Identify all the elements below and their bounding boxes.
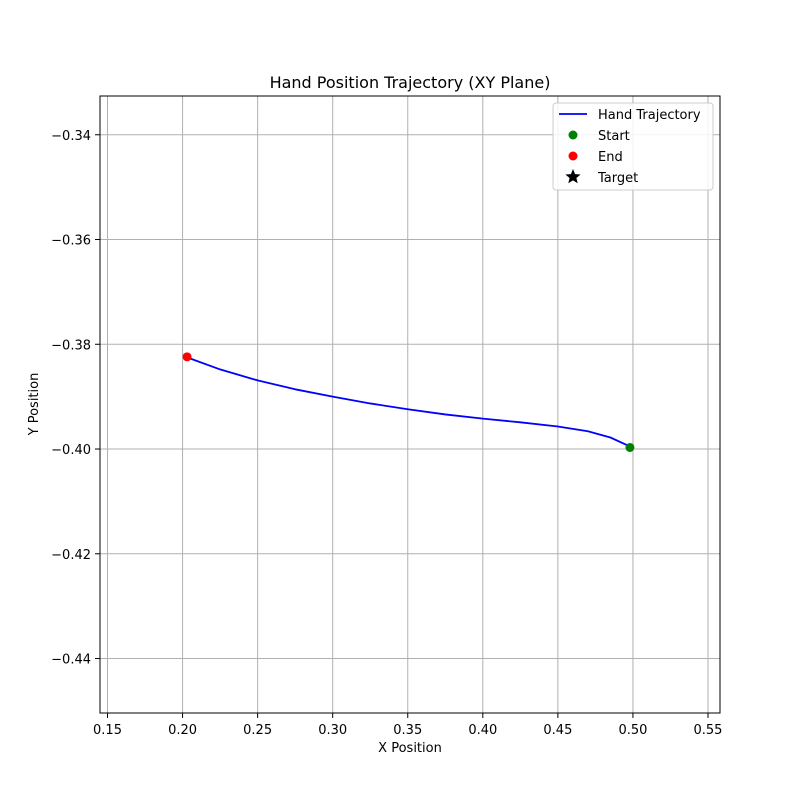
x-tick-label: 0.50 (618, 723, 647, 738)
x-axis: 0.15 0.20 0.25 0.30 0.35 0.40 0.45 0.50 0.55 (93, 713, 722, 738)
x-tick-label: 0.40 (468, 723, 497, 738)
legend-swatch-start (568, 130, 578, 140)
legend: Hand Trajectory Start End Target (552, 102, 714, 191)
legend-label-end: End (598, 150, 623, 165)
chart-title: Hand Position Trajectory (XY Plane) (270, 73, 551, 92)
y-tick-label: −0.42 (51, 548, 91, 563)
x-tick-label: 0.25 (243, 723, 272, 738)
y-tick-label: −0.38 (51, 338, 91, 353)
x-tick-label: 0.45 (543, 723, 572, 738)
x-tick-label: 0.35 (393, 723, 422, 738)
y-tick-label: −0.44 (51, 653, 91, 668)
series-layer (182, 352, 635, 452)
x-axis-title: X Position (378, 741, 442, 756)
y-tick-label: −0.36 (51, 234, 91, 249)
point-start (625, 442, 635, 452)
legend-box (552, 102, 714, 191)
plot-frame (99, 95, 721, 714)
y-axis: −0.34 −0.36 −0.38 −0.40 −0.42 −0.44 (51, 129, 100, 668)
x-tick-label: 0.30 (318, 723, 347, 738)
legend-label-start: Start (598, 129, 630, 144)
legend-label-target: Target (597, 171, 638, 186)
y-tick-label: −0.40 (51, 443, 91, 458)
legend-label-hand-trajectory: Hand Trajectory (598, 108, 701, 123)
series-line-hand-trajectory (186, 356, 631, 448)
y-tick-label: −0.34 (51, 129, 91, 144)
x-tick-label: 0.15 (93, 723, 122, 738)
point-end (182, 352, 192, 362)
legend-swatch-end (568, 151, 578, 161)
x-tick-label: 0.20 (168, 723, 197, 738)
x-tick-label: 0.55 (694, 723, 723, 738)
legend-swatch-target-star-icon (565, 169, 581, 184)
y-axis-title: Y Position (27, 373, 42, 437)
